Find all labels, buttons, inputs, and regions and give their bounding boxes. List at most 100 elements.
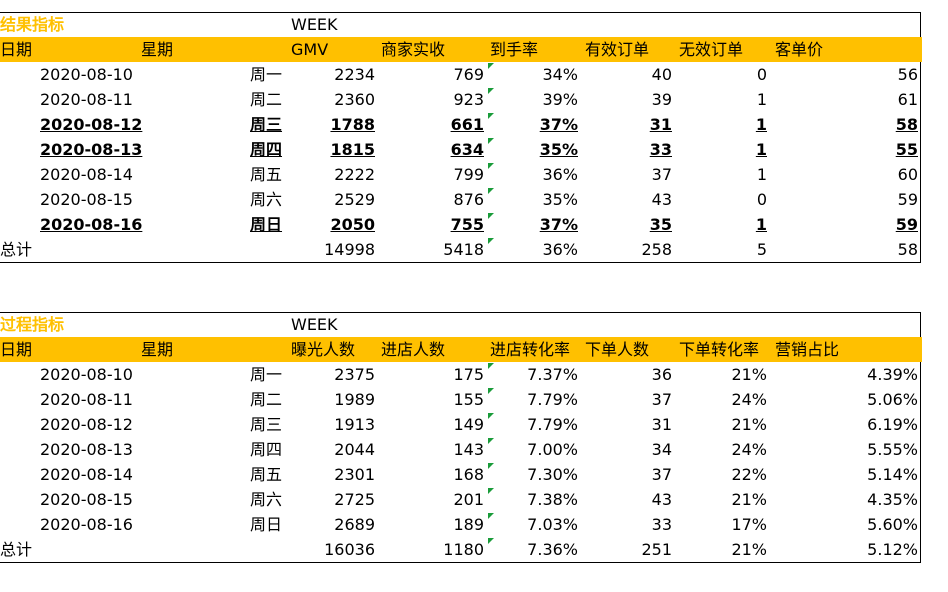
cell-weekday[interactable]: 周一 xyxy=(250,365,283,384)
cell-rate[interactable]: 36% xyxy=(542,165,578,184)
cell-visit-rate[interactable]: 7.38% xyxy=(527,490,578,509)
header-date[interactable]: 日期 xyxy=(0,340,33,359)
cell-weekday[interactable]: 周六 xyxy=(250,490,283,509)
cell-avg-price[interactable]: 60 xyxy=(897,165,918,184)
total-avg-price[interactable]: 58 xyxy=(897,240,918,259)
cell-rate[interactable]: 35% xyxy=(539,140,578,159)
cell-avg-price[interactable]: 55 xyxy=(895,140,918,159)
cell-rate[interactable]: 34% xyxy=(542,65,578,84)
cell-weekday[interactable]: 周二 xyxy=(250,90,283,109)
cell-weekday[interactable]: 周四 xyxy=(250,140,283,159)
cell-marketing-share[interactable]: 5.55% xyxy=(867,440,918,459)
total-rate[interactable]: 36% xyxy=(542,240,578,259)
cell-weekday[interactable]: 周日 xyxy=(250,515,283,534)
header-buyers[interactable]: 下单人数 xyxy=(585,340,650,359)
total-marketing-share[interactable]: 5.12% xyxy=(867,540,918,559)
cell-valid-orders[interactable]: 31 xyxy=(649,115,672,134)
cell-buyers[interactable]: 33 xyxy=(651,515,672,534)
cell-rate[interactable]: 39% xyxy=(542,90,578,109)
cell-valid-orders[interactable]: 35 xyxy=(649,215,672,234)
header-order-rate[interactable]: 下单转化率 xyxy=(679,340,760,359)
cell-rate[interactable]: 37% xyxy=(539,115,578,134)
cell-date[interactable]: 2020-08-14 xyxy=(40,465,133,484)
cell-valid-orders[interactable]: 33 xyxy=(649,140,672,159)
header-marketing-share[interactable]: 营销占比 xyxy=(775,340,840,359)
cell-visitors[interactable]: 175 xyxy=(453,365,484,384)
cell-invalid-orders[interactable]: 1 xyxy=(755,140,767,159)
cell-exposure[interactable]: 2689 xyxy=(334,515,375,534)
cell-valid-orders[interactable]: 43 xyxy=(651,190,672,209)
cell-weekday[interactable]: 周四 xyxy=(250,440,283,459)
header-avg-price[interactable]: 客单价 xyxy=(775,40,824,59)
cell-exposure[interactable]: 2301 xyxy=(334,465,375,484)
cell-order-rate[interactable]: 22% xyxy=(731,465,767,484)
header-valid-orders[interactable]: 有效订单 xyxy=(585,40,650,59)
cell-avg-price[interactable]: 59 xyxy=(897,190,918,209)
total-income[interactable]: 5418 xyxy=(443,240,484,259)
cell-order-rate[interactable]: 21% xyxy=(731,415,767,434)
cell-avg-price[interactable]: 58 xyxy=(895,115,918,134)
header-invalid-orders[interactable]: 无效订单 xyxy=(679,40,744,59)
cell-invalid-orders[interactable]: 1 xyxy=(756,165,767,184)
cell-date[interactable]: 2020-08-14 xyxy=(40,165,133,184)
cell-income[interactable]: 799 xyxy=(453,165,484,184)
cell-date[interactable]: 2020-08-12 xyxy=(40,415,133,434)
cell-valid-orders[interactable]: 39 xyxy=(651,90,672,109)
cell-marketing-share[interactable]: 5.14% xyxy=(867,465,918,484)
cell-exposure[interactable]: 2725 xyxy=(334,490,375,509)
cell-weekday[interactable]: 周六 xyxy=(250,190,283,209)
cell-date[interactable]: 2020-08-16 xyxy=(40,515,133,534)
cell-buyers[interactable]: 31 xyxy=(651,415,672,434)
total-exposure[interactable]: 16036 xyxy=(324,540,375,559)
cell-date[interactable]: 2020-08-13 xyxy=(40,440,133,459)
cell-weekday[interactable]: 周二 xyxy=(250,390,283,409)
header-weekday[interactable]: 星期 xyxy=(141,40,174,59)
cell-date[interactable]: 2020-08-10 xyxy=(40,365,133,384)
cell-gmv[interactable]: 1815 xyxy=(330,140,375,159)
cell-visitors[interactable]: 149 xyxy=(453,415,484,434)
cell-visitors[interactable]: 201 xyxy=(453,490,484,509)
cell-weekday[interactable]: 周三 xyxy=(250,115,283,134)
cell-valid-orders[interactable]: 40 xyxy=(651,65,672,84)
cell-gmv[interactable]: 1788 xyxy=(330,115,375,134)
cell-marketing-share[interactable]: 5.06% xyxy=(867,390,918,409)
cell-buyers[interactable]: 37 xyxy=(651,390,672,409)
cell-visit-rate[interactable]: 7.30% xyxy=(527,465,578,484)
header-exposure[interactable]: 曝光人数 xyxy=(291,340,356,359)
header-date[interactable]: 日期 xyxy=(0,40,33,59)
cell-rate[interactable]: 37% xyxy=(539,215,578,234)
total-valid-orders[interactable]: 258 xyxy=(641,240,672,259)
cell-exposure[interactable]: 1989 xyxy=(334,390,375,409)
cell-visitors[interactable]: 155 xyxy=(453,390,484,409)
cell-buyers[interactable]: 43 xyxy=(651,490,672,509)
total-label[interactable]: 总计 xyxy=(0,540,33,559)
cell-visitors[interactable]: 189 xyxy=(453,515,484,534)
cell-marketing-share[interactable]: 6.19% xyxy=(867,415,918,434)
total-order-rate[interactable]: 21% xyxy=(731,540,767,559)
cell-visit-rate[interactable]: 7.79% xyxy=(527,390,578,409)
cell-order-rate[interactable]: 24% xyxy=(731,390,767,409)
cell-buyers[interactable]: 34 xyxy=(651,440,672,459)
cell-gmv[interactable]: 2360 xyxy=(334,90,375,109)
total-gmv[interactable]: 14998 xyxy=(324,240,375,259)
cell-date[interactable]: 2020-08-15 xyxy=(40,490,133,509)
cell-avg-price[interactable]: 59 xyxy=(895,215,918,234)
cell-order-rate[interactable]: 21% xyxy=(731,490,767,509)
cell-weekday[interactable]: 周日 xyxy=(250,215,283,234)
cell-visit-rate[interactable]: 7.03% xyxy=(527,515,578,534)
cell-gmv[interactable]: 2050 xyxy=(330,215,375,234)
cell-date[interactable]: 2020-08-15 xyxy=(40,190,133,209)
total-visitors[interactable]: 1180 xyxy=(443,540,484,559)
cell-income[interactable]: 661 xyxy=(450,115,484,134)
header-gmv[interactable]: GMV xyxy=(291,40,329,59)
header-income[interactable]: 商家实收 xyxy=(381,40,446,59)
total-invalid-orders[interactable]: 5 xyxy=(756,240,767,259)
total-visit-rate[interactable]: 7.36% xyxy=(527,540,578,559)
cell-gmv[interactable]: 2234 xyxy=(334,65,375,84)
cell-income[interactable]: 634 xyxy=(450,140,484,159)
cell-gmv[interactable]: 2529 xyxy=(334,190,375,209)
cell-weekday[interactable]: 周三 xyxy=(250,415,283,434)
total-label[interactable]: 总计 xyxy=(0,240,33,259)
cell-income[interactable]: 769 xyxy=(453,65,484,84)
cell-visitors[interactable]: 168 xyxy=(453,465,484,484)
